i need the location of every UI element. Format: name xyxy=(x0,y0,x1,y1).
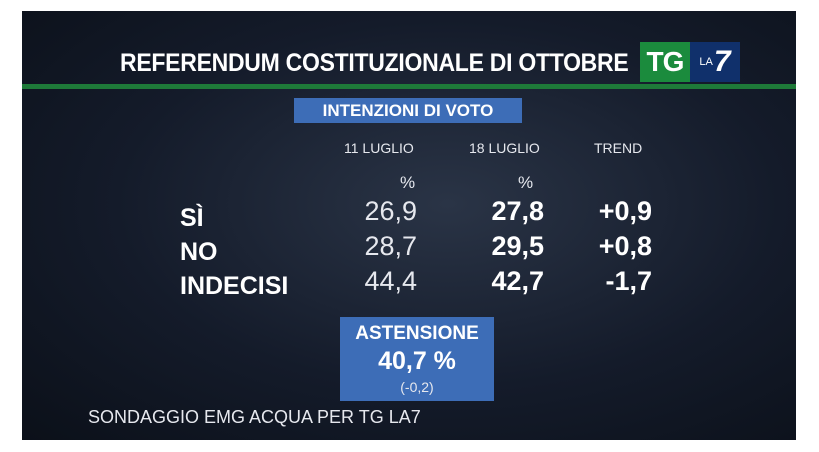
source-note: SONDAGGIO EMG ACQUA PER TG LA7 xyxy=(88,407,421,427)
row-indecisi-18-luglio: 42,7 xyxy=(491,266,544,296)
row-no-trend: +0,8 xyxy=(598,231,652,261)
row-indecisi-trend: -1,7 xyxy=(605,266,652,296)
logo-la: LA xyxy=(699,56,713,68)
astensione-box: ASTENSIONE 40,7 % (-0,2) xyxy=(340,317,494,401)
page-title: REFERENDUM COSTITUZIONALE DI OTTOBRE xyxy=(120,49,629,77)
tg-la7-logo: TG LA 7 xyxy=(640,42,740,82)
subtitle-badge: INTENZIONI DI VOTO xyxy=(294,98,522,123)
column-header-trend: TREND xyxy=(594,140,643,156)
percent-unit-col2: % xyxy=(518,173,534,192)
logo-seven: 7 xyxy=(713,45,731,78)
astensione-delta: (-0,2) xyxy=(400,379,434,395)
row-indecisi-11-luglio: 44,4 xyxy=(364,266,417,296)
row-label-si: SÌ xyxy=(180,204,204,232)
astensione-label: ASTENSIONE xyxy=(355,323,479,344)
logo-tg: TG xyxy=(640,42,690,82)
logo-la7: LA 7 xyxy=(690,42,740,82)
percent-unit-col1: % xyxy=(400,173,416,192)
row-no-18-luglio: 29,5 xyxy=(491,231,544,261)
column-header-11-luglio: 11 LUGLIO xyxy=(344,140,414,156)
row-label-no: NO xyxy=(180,238,218,266)
row-no-11-luglio: 28,7 xyxy=(364,231,417,261)
row-si-11-luglio: 26,9 xyxy=(364,196,417,226)
broadcast-screen: REFERENDUM COSTITUZIONALE DI OTTOBRE TG … xyxy=(22,11,796,440)
header-divider xyxy=(22,84,796,89)
column-header-18-luglio: 18 LUGLIO xyxy=(469,140,540,156)
row-si-18-luglio: 27,8 xyxy=(491,196,544,226)
row-label-indecisi: INDECISI xyxy=(180,272,289,300)
astensione-value: 40,7 % xyxy=(378,347,456,375)
row-si-trend: +0,9 xyxy=(598,196,652,226)
